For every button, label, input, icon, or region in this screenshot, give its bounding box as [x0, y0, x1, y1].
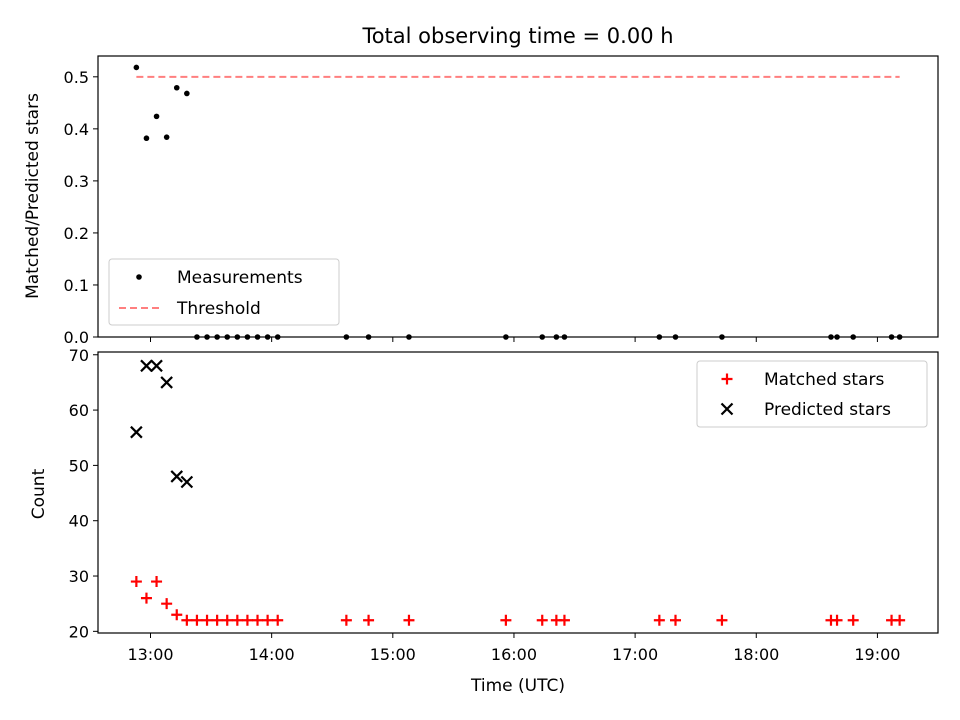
matched-stars-point: [130, 576, 142, 588]
legend-label: Threshold: [176, 299, 261, 319]
predicted-stars-point: [180, 475, 194, 489]
measurement-point: [184, 90, 190, 97]
top-panel-frame: [97, 55, 939, 338]
legend-label: Matched stars: [764, 370, 884, 390]
predicted-stars-point: [140, 359, 153, 373]
measurement-point: [143, 135, 150, 142]
matched-stars-point: [272, 614, 284, 626]
matched-stars-point: [211, 614, 223, 626]
x-axis-label: Time (UTC): [470, 676, 565, 696]
bottom-y-tick-label: 50: [69, 456, 89, 475]
x-tick-label: 14:00: [249, 645, 295, 664]
matched-stars-point: [201, 614, 213, 626]
top-y-tick-label: 0.0: [64, 328, 89, 347]
bottom-y-tick-label: 20: [69, 622, 89, 641]
top-legend: Measurements Threshold: [108, 258, 340, 326]
matched-stars-point: [221, 614, 233, 626]
matched-stars-point: [536, 614, 548, 626]
matched-stars-point: [653, 614, 665, 626]
bottom-y-axis-label: Count: [29, 468, 49, 519]
chart-title: Total observing time = 0.00 h: [361, 24, 673, 48]
matched-stars-point: [140, 592, 152, 604]
x-tick-label: 17:00: [612, 645, 658, 664]
x-tick-label: 13:00: [127, 645, 173, 664]
measurement-point: [173, 84, 180, 91]
matched-stars-point: [847, 614, 859, 626]
bottom-legend-box: [696, 360, 928, 428]
predicted-stars-point: [720, 402, 734, 416]
matched-stars-point: [231, 614, 243, 626]
matched-stars-point: [558, 614, 570, 626]
predicted-stars-point: [130, 425, 143, 439]
matched-stars-point: [894, 614, 906, 626]
matched-stars-point: [191, 614, 203, 626]
matched-stars-point: [241, 614, 253, 626]
top-legend-box: [108, 258, 340, 326]
top-y-tick-label: 0.3: [64, 172, 89, 191]
bottom-y-tick-label: 30: [69, 567, 89, 586]
predicted-stars-point: [160, 376, 173, 389]
top-y-tick-label: 0.4: [64, 120, 89, 139]
top-y-axis-label: Matched/Predicted stars: [23, 93, 43, 299]
x-tick-label: 16:00: [491, 645, 537, 664]
matched-stars-point: [500, 614, 512, 626]
x-tick-label: 15:00: [370, 645, 416, 664]
bottom-y-tick-label: 40: [69, 512, 89, 531]
top-panel-axes: 0.0 0.1 0.2 0.3 0.4 0.5: [64, 68, 878, 347]
bottom-panel-frame: [97, 351, 939, 634]
legend-label: Predicted stars: [764, 400, 891, 420]
measurement-point: [163, 134, 170, 140]
matched-stars-point: [252, 614, 264, 626]
predicted-stars-point: [170, 470, 184, 483]
matched-stars-point: [171, 609, 183, 621]
predicted-stars-point: [150, 359, 163, 373]
measurement-point: [153, 113, 160, 120]
bottom-legend: Matched stars Predicted stars: [696, 360, 928, 428]
bottom-panel-axes: 20 30 40 50 60 70 13:00 14:00 15:00 16:00 17:00 18:…: [69, 346, 901, 664]
x-tick-label: 19:00: [854, 645, 900, 664]
matched-stars-point: [363, 614, 375, 626]
matched-stars-point: [151, 576, 163, 588]
matched-stars-point: [340, 614, 352, 626]
matched-stars-point: [403, 614, 415, 626]
legend-label: Measurements: [177, 268, 303, 288]
bottom-y-tick-label: 70: [69, 346, 89, 365]
measurement-point: [133, 64, 140, 71]
x-tick-label: 18:00: [733, 645, 779, 664]
matched-stars-point: [161, 598, 173, 610]
bottom-panel-marks: [130, 359, 906, 626]
top-y-tick-label: 0.5: [64, 68, 89, 87]
matched-stars-point: [181, 614, 193, 626]
top-y-tick-label: 0.2: [64, 224, 89, 243]
matched-stars-point: [670, 614, 681, 626]
legend-measurements-swatch: [136, 274, 142, 280]
bottom-y-tick-label: 60: [69, 401, 89, 420]
top-y-tick-label: 0.1: [64, 276, 89, 295]
matched-stars-point: [721, 373, 733, 385]
matched-stars-point: [716, 614, 728, 626]
matched-stars-point: [831, 614, 843, 626]
matched-stars-point: [262, 614, 274, 626]
